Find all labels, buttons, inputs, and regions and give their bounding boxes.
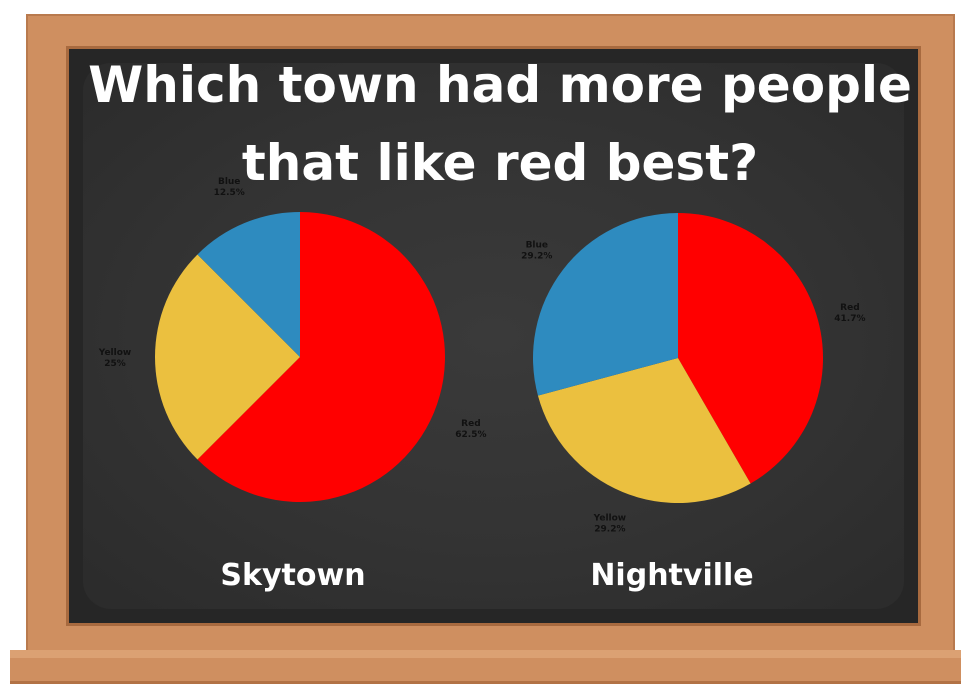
pie-slice-blue xyxy=(197,212,300,357)
pie-label-name: Blue xyxy=(218,177,240,187)
pie-slice-red xyxy=(197,212,446,503)
pie-label-value: 62.5% xyxy=(455,430,486,440)
pie-slice-yellow xyxy=(537,358,751,504)
pie-label-blue: Blue 12.5% xyxy=(214,177,245,198)
pie-label-value: 25% xyxy=(104,359,126,369)
chart-title: Which town had more people that like red… xyxy=(88,56,912,192)
pie-label-red: Red 41.7% xyxy=(834,303,865,324)
pie-chart-nightville: Red 41.7%Yellow 29.2%Blue 29.2% xyxy=(521,212,866,535)
pie-title-nightville: Nightville xyxy=(590,558,753,593)
pie-label-value: 29.2% xyxy=(594,525,625,535)
pie-label-blue: Blue 29.2% xyxy=(521,241,552,262)
pie-label-value: 29.2% xyxy=(521,252,552,262)
pie-label-name: Red xyxy=(840,303,859,313)
pie-slice-blue xyxy=(532,213,678,396)
pie-label-name: Yellow xyxy=(98,348,131,358)
pie-slice-yellow xyxy=(155,254,300,460)
pie-title-skytown: Skytown xyxy=(220,558,365,593)
pie-chart-skytown: Red 62.5% Yellow 25% Blue 12.5% xyxy=(98,177,487,503)
pie-label-value: 41.7% xyxy=(834,314,865,324)
pie-label-name: Red xyxy=(461,419,480,429)
pie-label-value: 12.5% xyxy=(214,188,245,198)
pie-label-name: Blue xyxy=(526,241,548,251)
pie-label-red: Red 62.5% xyxy=(455,419,486,440)
chalk-ledge-top xyxy=(10,650,961,658)
chalk-ledge xyxy=(10,650,961,684)
pie-label-name: Yellow xyxy=(593,514,626,524)
pie-slice-red xyxy=(678,212,824,484)
pie-label-yellow: Yellow 25% xyxy=(98,348,131,369)
pie-label-yellow: Yellow 29.2% xyxy=(593,514,626,535)
